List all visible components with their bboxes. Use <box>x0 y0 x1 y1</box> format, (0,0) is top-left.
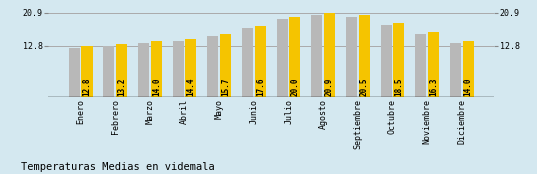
Bar <box>172 41 184 97</box>
Bar <box>69 48 79 97</box>
Bar <box>138 43 149 97</box>
Bar <box>324 13 335 97</box>
Text: 18.5: 18.5 <box>394 78 403 96</box>
Bar <box>359 14 370 97</box>
Bar <box>463 41 474 97</box>
Bar <box>255 26 266 97</box>
Bar <box>346 17 357 97</box>
Bar <box>116 44 127 97</box>
Text: 12.8: 12.8 <box>83 78 91 96</box>
Bar <box>428 31 439 97</box>
Bar <box>103 46 114 97</box>
Bar <box>381 25 391 97</box>
Text: 20.0: 20.0 <box>291 78 300 96</box>
Text: 16.3: 16.3 <box>429 78 438 96</box>
Text: 15.7: 15.7 <box>221 78 230 96</box>
Text: 14.0: 14.0 <box>464 78 473 96</box>
Bar <box>185 39 197 97</box>
Bar <box>220 34 231 97</box>
Bar <box>394 23 404 97</box>
Bar <box>242 28 253 97</box>
Text: 20.5: 20.5 <box>360 78 369 96</box>
Bar <box>207 36 219 97</box>
Text: 14.0: 14.0 <box>152 78 161 96</box>
Bar <box>415 34 426 97</box>
Text: 17.6: 17.6 <box>256 78 265 96</box>
Bar <box>450 43 461 97</box>
Text: 13.2: 13.2 <box>117 78 126 96</box>
Text: 14.4: 14.4 <box>186 78 195 96</box>
Bar <box>277 19 288 97</box>
Bar <box>82 46 92 97</box>
Bar <box>311 15 322 97</box>
Text: Temperaturas Medias en videmala: Temperaturas Medias en videmala <box>21 162 215 172</box>
Bar <box>151 41 162 97</box>
Text: 20.9: 20.9 <box>325 78 334 96</box>
Bar <box>289 17 301 97</box>
